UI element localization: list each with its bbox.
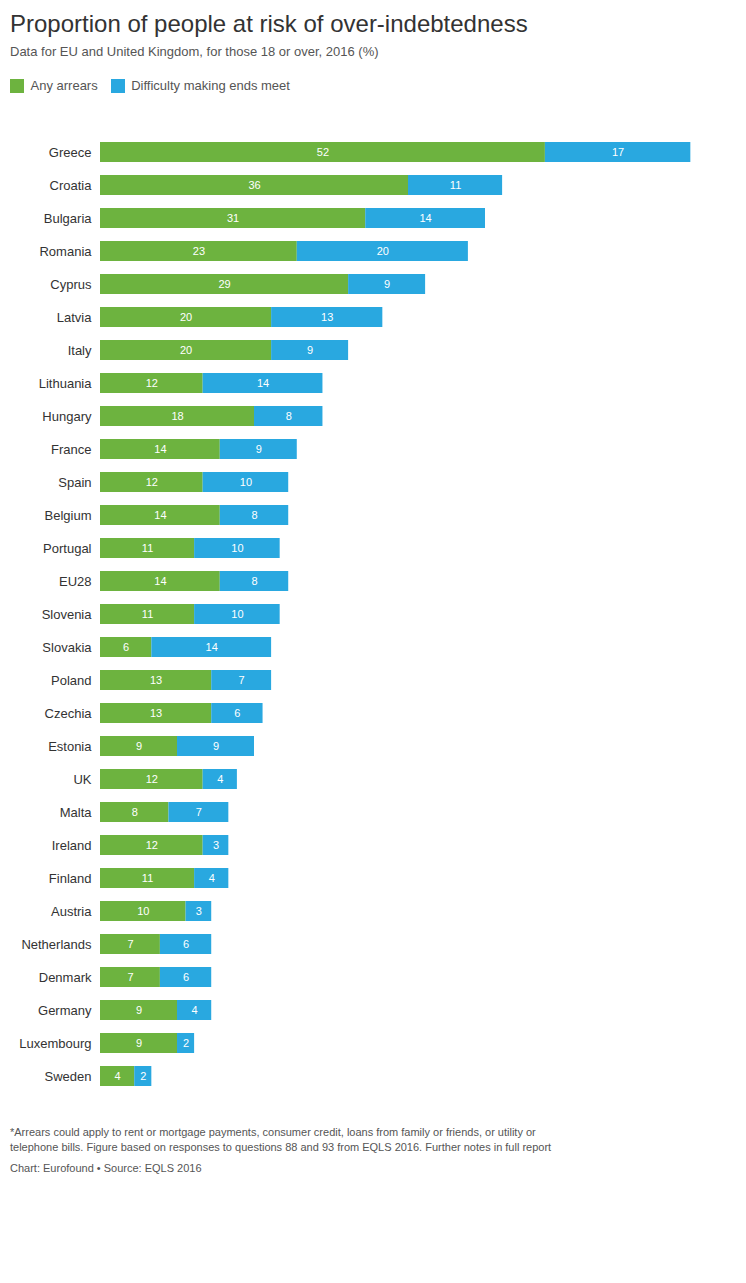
svg-text:8: 8 [251, 575, 257, 587]
svg-text:9: 9 [136, 1004, 142, 1016]
svg-text:6: 6 [234, 707, 240, 719]
svg-text:6: 6 [183, 938, 189, 950]
svg-text:Bulgaria: Bulgaria [44, 210, 92, 225]
svg-text:6: 6 [183, 971, 189, 983]
svg-text:20: 20 [377, 245, 389, 257]
svg-text:36: 36 [248, 179, 260, 191]
svg-text:Luxembourg: Luxembourg [19, 1035, 91, 1050]
svg-text:7: 7 [127, 938, 133, 950]
svg-text:2: 2 [140, 1070, 146, 1082]
svg-text:Croatia: Croatia [50, 177, 93, 192]
html-text:Any arrears: Any arrears [30, 78, 98, 93]
svg-text:9: 9 [256, 443, 262, 455]
svg-text:Spain: Spain [58, 474, 91, 489]
svg-text:Netherlands: Netherlands [21, 936, 92, 951]
svg-text:20: 20 [180, 311, 192, 323]
svg-text:17: 17 [612, 146, 624, 158]
svg-text:Denmark: Denmark [39, 969, 92, 984]
svg-text:14: 14 [257, 377, 269, 389]
svg-text:Italy: Italy [68, 342, 92, 357]
svg-text:Latvia: Latvia [57, 309, 92, 324]
svg-text:52: 52 [317, 146, 329, 158]
svg-text:14: 14 [206, 641, 218, 653]
svg-text:7: 7 [239, 674, 245, 686]
svg-text:Finland: Finland [49, 870, 92, 885]
svg-text:8: 8 [286, 410, 292, 422]
svg-text:10: 10 [137, 905, 149, 917]
svg-text:9: 9 [384, 278, 390, 290]
svg-text:23: 23 [193, 245, 205, 257]
svg-text:Slovenia: Slovenia [42, 606, 93, 621]
svg-text:12: 12 [146, 476, 158, 488]
svg-text:11: 11 [142, 542, 153, 554]
svg-text:7: 7 [196, 806, 202, 818]
svg-text:4: 4 [192, 1004, 198, 1016]
svg-text:6: 6 [123, 641, 129, 653]
svg-text:29: 29 [218, 278, 230, 290]
svg-text:UK: UK [73, 771, 91, 786]
svg-text:9: 9 [307, 344, 313, 356]
svg-text:Hungary: Hungary [42, 408, 92, 423]
svg-text:13: 13 [150, 707, 162, 719]
svg-text:12: 12 [146, 377, 158, 389]
svg-text:14: 14 [154, 575, 166, 587]
svg-text:Germany: Germany [38, 1002, 92, 1017]
svg-text:12: 12 [146, 773, 158, 785]
svg-text:4: 4 [217, 773, 223, 785]
svg-text:13: 13 [150, 674, 162, 686]
svg-text:10: 10 [231, 608, 243, 620]
svg-text:9: 9 [136, 1037, 142, 1049]
svg-text:Romania: Romania [39, 243, 92, 258]
html-text:Difficulty making ends meet: Difficulty making ends meet [131, 78, 290, 93]
html-text:Data for EU and United Kingdom: Data for EU and United Kingdom, for thos… [10, 44, 379, 59]
svg-text:8: 8 [132, 806, 138, 818]
svg-text:Sweden: Sweden [45, 1068, 92, 1083]
svg-text:11: 11 [142, 608, 153, 620]
svg-text:Austria: Austria [51, 903, 92, 918]
svg-text:3: 3 [213, 839, 219, 851]
svg-text:14: 14 [154, 509, 166, 521]
svg-text:7: 7 [127, 971, 133, 983]
svg-text:14: 14 [154, 443, 166, 455]
svg-text:14: 14 [419, 212, 431, 224]
html-text:*Arrears could apply to rent o: *Arrears could apply to rent or mortgage… [10, 1125, 552, 1153]
svg-text:Malta: Malta [60, 804, 93, 819]
svg-text:Ireland: Ireland [52, 837, 92, 852]
svg-text:4: 4 [115, 1070, 121, 1082]
svg-text:11: 11 [450, 179, 461, 191]
svg-text:9: 9 [136, 740, 142, 752]
svg-text:Slovakia: Slovakia [42, 639, 92, 654]
svg-text:12: 12 [146, 839, 158, 851]
svg-text:4: 4 [209, 872, 215, 884]
html-text:Chart: Eurofound • Source: EQL: Chart: Eurofound • Source: EQLS 2016 [10, 1162, 202, 1175]
svg-text:9: 9 [213, 740, 219, 752]
svg-text:Cyprus: Cyprus [50, 276, 92, 291]
svg-text:3: 3 [196, 905, 202, 917]
svg-text:8: 8 [251, 509, 257, 521]
svg-text:Poland: Poland [51, 672, 91, 687]
svg-text:10: 10 [231, 542, 243, 554]
svg-text:Portugal: Portugal [43, 540, 92, 555]
svg-text:France: France [51, 441, 91, 456]
svg-text:31: 31 [227, 212, 239, 224]
svg-text:Estonia: Estonia [48, 738, 92, 753]
svg-text:Lithuania: Lithuania [39, 375, 93, 390]
svg-text:2: 2 [183, 1037, 189, 1049]
svg-text:11: 11 [142, 872, 153, 884]
svg-text:Czechia: Czechia [45, 705, 93, 720]
svg-text:13: 13 [321, 311, 333, 323]
svg-text:Belgium: Belgium [45, 507, 92, 522]
svg-text:20: 20 [180, 344, 192, 356]
html-text:Proportion of people at risk o: Proportion of people at risk of over-ind… [10, 10, 528, 37]
svg-text:EU28: EU28 [59, 573, 92, 588]
svg-text:10: 10 [240, 476, 252, 488]
svg-text:Greece: Greece [49, 144, 92, 159]
svg-text:18: 18 [171, 410, 183, 422]
